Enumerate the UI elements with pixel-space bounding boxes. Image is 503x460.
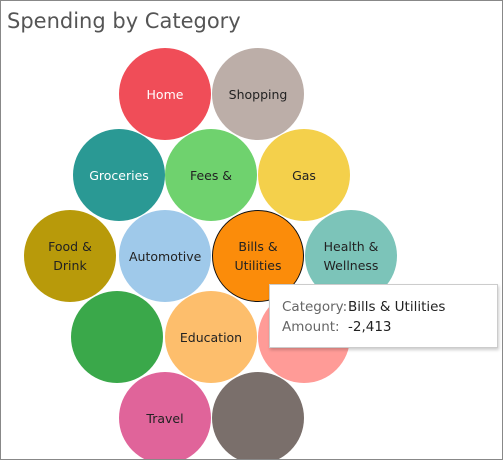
bubble-label: Health & Wellness xyxy=(323,239,379,273)
bubble[interactable]: Gas xyxy=(258,129,350,221)
bubble-label: Gas xyxy=(292,167,316,183)
bubble-label: Fees & xyxy=(189,167,233,183)
tooltip-row: Amount: -2,413 xyxy=(282,317,485,337)
tooltip: Category:Bills & Utilities Amount: -2,413 xyxy=(269,284,498,348)
bubble-label: Food & Drink xyxy=(48,239,92,273)
bubble[interactable]: Food & Drink xyxy=(24,210,116,302)
chart-title: Spending by Category xyxy=(7,9,241,33)
bubble[interactable]: Automotive xyxy=(119,210,211,302)
bubble-label: Groceries xyxy=(89,167,149,183)
bubble-label: Travel xyxy=(146,410,184,426)
bubble-label: Bills & Utilities xyxy=(234,239,282,273)
tooltip-value: -2,413 xyxy=(348,319,392,335)
bubble[interactable]: Fees & xyxy=(165,129,257,221)
tooltip-row: Category:Bills & Utilities xyxy=(282,297,485,317)
bubble-label: Automotive xyxy=(129,248,202,264)
bubble[interactable]: Shopping xyxy=(212,48,304,140)
bubble[interactable]: Education xyxy=(165,291,257,383)
tooltip-value: Bills & Utilities xyxy=(348,299,446,315)
tooltip-key: Category: xyxy=(282,299,348,315)
bubble[interactable] xyxy=(71,291,163,383)
bubble[interactable]: Groceries xyxy=(73,129,165,221)
bubble[interactable]: Home xyxy=(119,48,211,140)
bubble-label: Home xyxy=(146,86,184,102)
bubble[interactable]: Travel xyxy=(119,372,211,459)
bubble-label: Shopping xyxy=(228,86,288,102)
tooltip-key: Amount: xyxy=(282,319,340,335)
bubble[interactable] xyxy=(212,372,304,459)
bubble-label: Education xyxy=(179,329,243,345)
